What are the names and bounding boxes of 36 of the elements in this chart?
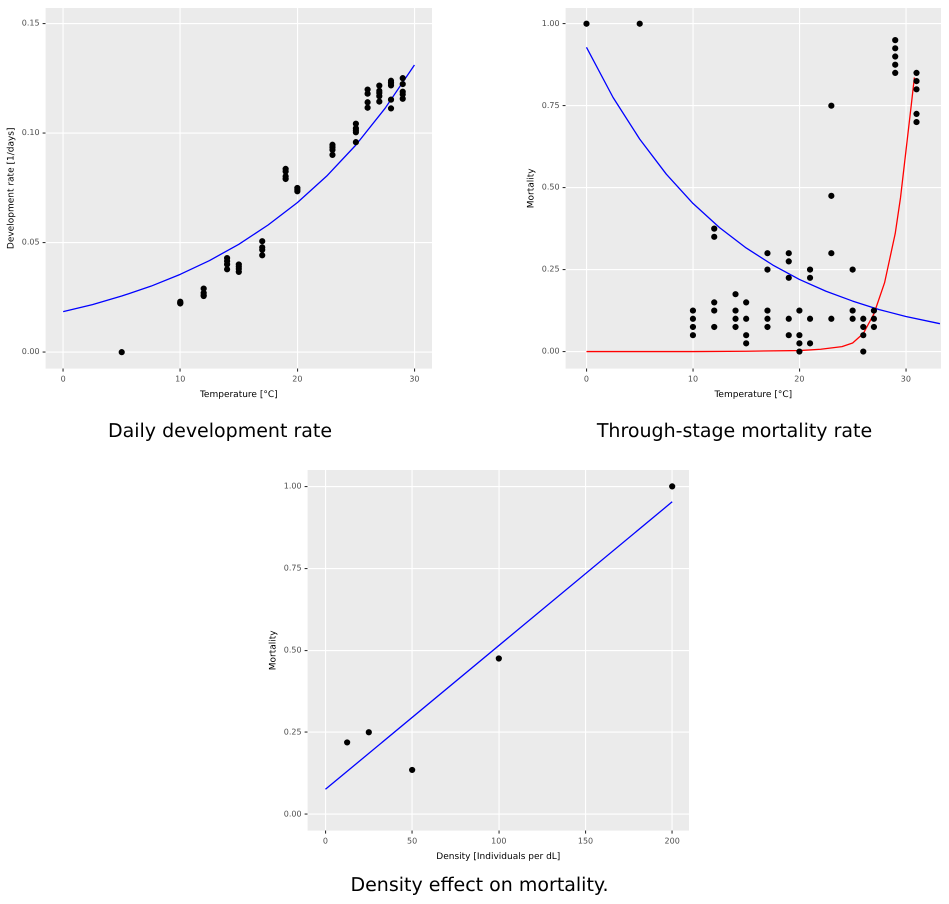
y-axis-title: Mortality bbox=[526, 168, 537, 208]
x-tick-label: 30 bbox=[409, 374, 420, 384]
y-tick-label: 0.25 bbox=[542, 264, 560, 274]
y-tick-label: 1.00 bbox=[284, 481, 302, 490]
y-tick-label: 0.00 bbox=[22, 347, 40, 356]
text: Daily development rate bbox=[106, 420, 334, 442]
y-tick-label: 0.00 bbox=[542, 346, 560, 356]
x-tick-label: 100 bbox=[491, 836, 506, 846]
text: Density effect on mortality. bbox=[349, 874, 610, 896]
x-tick-label: 0 bbox=[60, 374, 66, 384]
y-tick-label: 0.75 bbox=[542, 100, 560, 110]
y-tick-label: 0.05 bbox=[22, 238, 40, 247]
x-axis-title: Temperature [°C] bbox=[198, 390, 278, 400]
y-axis-title: Mortality bbox=[268, 630, 279, 670]
x-axis-title: Temperature [°C] bbox=[713, 390, 792, 400]
x-tick-label: 10 bbox=[175, 374, 186, 384]
y-tick-label: 0.75 bbox=[284, 563, 302, 572]
y-tick-label: 0.10 bbox=[22, 128, 40, 138]
x-tick-label: 150 bbox=[578, 836, 594, 846]
y-tick-label: 1.00 bbox=[542, 18, 560, 28]
y-axis-title: Development rate [1/days] bbox=[6, 127, 17, 250]
y-tick-label: 0.15 bbox=[22, 18, 40, 28]
x-tick-label: 0 bbox=[584, 374, 590, 384]
text: Through-stage mortality rate bbox=[596, 420, 874, 442]
x-tick-label: 10 bbox=[688, 374, 698, 384]
x-axis-title: Density [Individuals per dL] bbox=[436, 852, 560, 862]
x-tick-label: 200 bbox=[664, 836, 680, 846]
x-tick-label: 20 bbox=[292, 374, 302, 384]
x-tick-label: 50 bbox=[407, 836, 418, 846]
x-tick-label: 0 bbox=[322, 836, 328, 846]
x-tick-label: 20 bbox=[794, 374, 804, 384]
y-tick-label: 0.00 bbox=[284, 809, 302, 818]
y-tick-label: 0.50 bbox=[542, 182, 560, 192]
y-tick-label: 0.25 bbox=[284, 727, 302, 736]
y-tick-label: 0.50 bbox=[284, 645, 302, 654]
x-tick-label: 30 bbox=[900, 374, 911, 384]
